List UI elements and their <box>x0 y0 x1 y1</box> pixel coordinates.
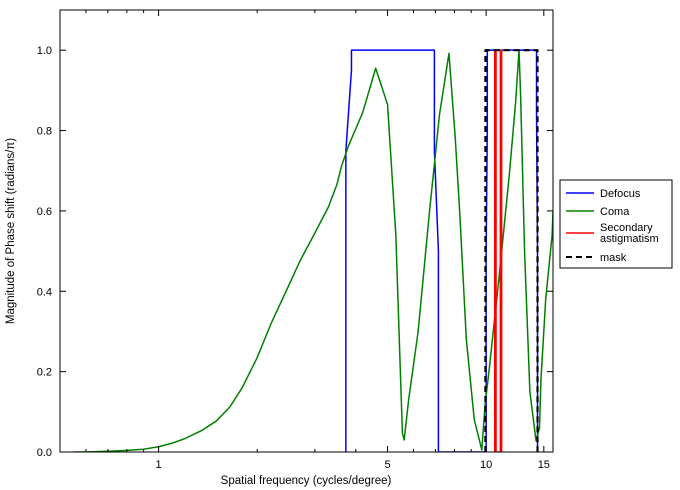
y-tick-label: 0.8 <box>37 126 52 138</box>
y-tick-label: 0.4 <box>37 286 52 298</box>
plot-frame <box>59 9 554 453</box>
legend-label: mask <box>600 252 627 264</box>
series-layer <box>73 49 553 452</box>
y-tick-label: 0.2 <box>37 367 52 379</box>
x-axis-label: Spatial frequency (cycles/degree) <box>221 475 392 487</box>
legend-label: Defocus <box>600 188 641 200</box>
x-tick-label: 10 <box>480 459 492 471</box>
legend-label: Secondary <box>600 222 653 234</box>
series-line-secondary-astigmatism <box>493 49 503 452</box>
ticks-layer: 1 5 10 150.00.20.40.60.81.0 <box>37 10 553 471</box>
series-line-mask <box>484 49 539 452</box>
y-tick-label: 1.0 <box>37 45 52 57</box>
series-line-coma <box>73 49 553 452</box>
legend-label: astigmatism <box>600 233 659 245</box>
x-tick-label: 1 <box>156 459 162 471</box>
y-tick-label: 0.6 <box>37 206 52 218</box>
x-tick-label: 15 <box>538 459 550 471</box>
y-axis-label: Magnitude of Phase shift (radians/π) <box>5 138 17 324</box>
legend-label: Coma <box>600 206 630 218</box>
series-line-defocus <box>345 49 539 452</box>
legend-box <box>559 179 673 269</box>
y-tick-label: 0.0 <box>37 447 52 459</box>
x-tick-label: 5 <box>384 459 390 471</box>
